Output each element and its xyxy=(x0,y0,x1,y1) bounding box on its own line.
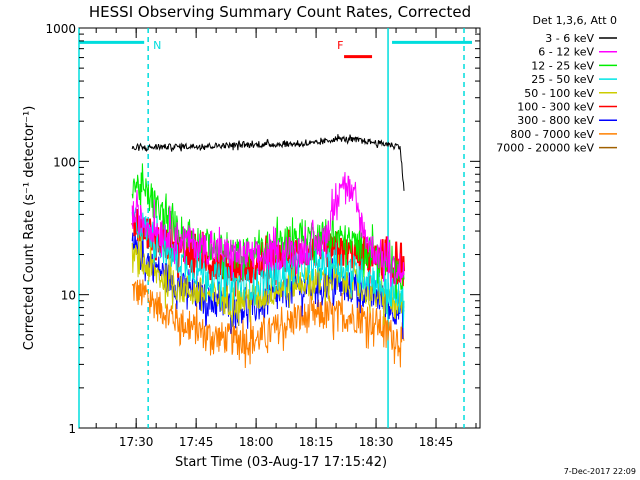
legend-label-4: 50 - 100 keV xyxy=(524,87,594,100)
vertical-lines xyxy=(78,28,465,428)
x-tick-label-4: 18:30 xyxy=(359,435,394,449)
x-tick-label-0: 17:30 xyxy=(119,435,154,449)
y-tick-label-2: 100 xyxy=(53,155,76,169)
annotation-0: N xyxy=(153,39,161,52)
footer-date: 7-Dec-2017 22:09 xyxy=(564,467,636,476)
legend-label-5: 100 - 300 keV xyxy=(517,101,594,114)
legend-label-3: 25 - 50 keV xyxy=(531,73,594,86)
series-line-1 xyxy=(131,172,405,287)
legend-label-7: 800 - 7000 keV xyxy=(510,128,594,141)
series-layer xyxy=(131,134,405,369)
series-line-4 xyxy=(131,233,405,328)
y-axis-label: Corrected Count Rate (s⁻¹ detector⁻¹) xyxy=(22,106,37,351)
series-line-7 xyxy=(131,279,405,369)
legend-label-6: 300 - 800 keV xyxy=(517,114,594,127)
x-tick-label-2: 18:00 xyxy=(239,435,274,449)
legend-label-2: 12 - 25 keV xyxy=(531,59,594,72)
attenuator-bars xyxy=(79,40,473,59)
chart-title: HESSI Observing Summary Count Rates, Cor… xyxy=(89,3,471,21)
x-axis-label: Start Time (03-Aug-17 17:15:42) xyxy=(175,455,387,470)
y-tick-label-1: 10 xyxy=(61,289,76,303)
series-line-3 xyxy=(131,206,405,329)
series-line-2 xyxy=(131,163,405,299)
x-axis: 17:30 17:45 18:00 18:15 18:30 18:45 xyxy=(95,28,477,449)
legend-label-1: 6 - 12 keV xyxy=(538,46,594,59)
legend-label-8: 7000 - 20000 keV xyxy=(496,142,594,155)
y-tick-label-0: 1 xyxy=(68,422,76,436)
annotation-1: F xyxy=(337,39,343,52)
legend-title: Det 1,3,6, Att 0 xyxy=(533,14,617,27)
x-tick-label-3: 18:15 xyxy=(299,435,334,449)
x-tick-label-1: 17:45 xyxy=(179,435,214,449)
legend-label-0: 3 - 6 keV xyxy=(545,32,594,45)
y-tick-label-3: 1000 xyxy=(45,22,76,36)
y-axis: 1 10 100 1000 xyxy=(45,22,480,436)
x-tick-label-5: 18:45 xyxy=(419,435,454,449)
series-line-0 xyxy=(131,134,405,191)
